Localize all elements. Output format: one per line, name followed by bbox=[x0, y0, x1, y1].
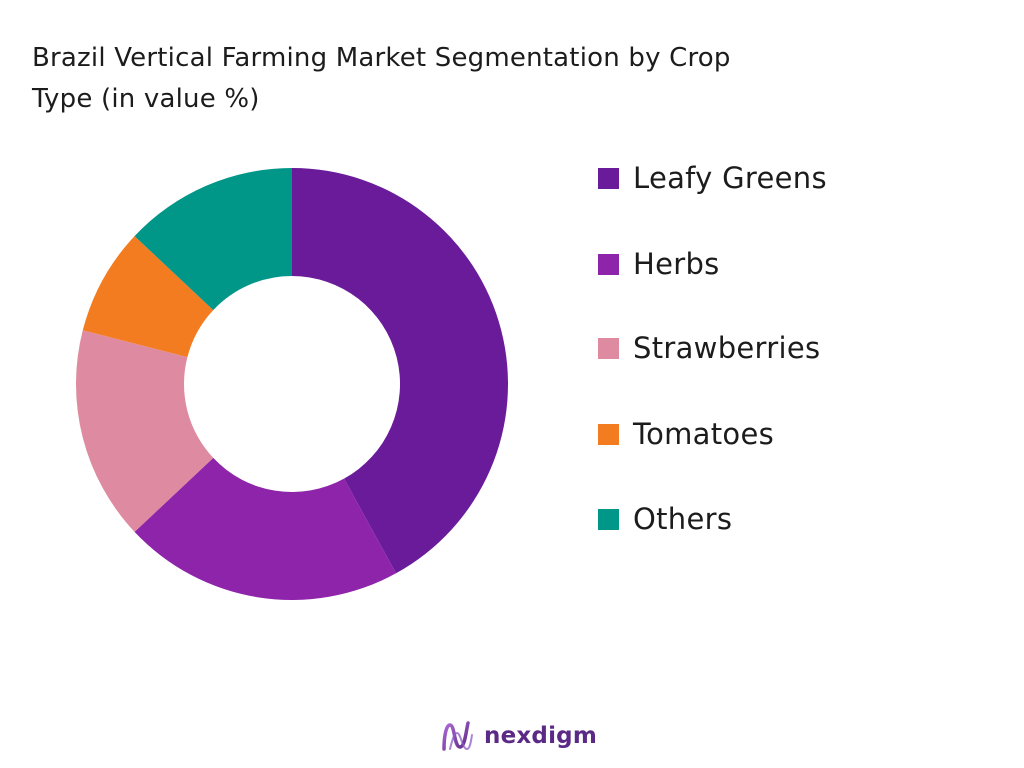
brand-name: nexdigm bbox=[484, 723, 597, 749]
donut-slice-herbs bbox=[134, 457, 397, 600]
legend-swatch bbox=[598, 337, 619, 359]
legend-swatch bbox=[598, 167, 619, 189]
donut-slice-others bbox=[134, 168, 292, 311]
legend-item-others: Others bbox=[598, 499, 732, 539]
legend-label: Tomatoes bbox=[633, 417, 775, 451]
chart-title: Brazil Vertical Farming Market Segmentat… bbox=[32, 38, 852, 120]
brand-logo: nexdigm bbox=[440, 716, 597, 756]
donut-slice-leafy-greens bbox=[292, 168, 508, 574]
legend-item-herbs: Herbs bbox=[598, 244, 720, 284]
legend-item-tomatoes: Tomatoes bbox=[598, 414, 774, 454]
legend-swatch bbox=[598, 423, 619, 445]
nexdigm-logo-icon bbox=[442, 721, 473, 751]
legend-label: Leafy Greens bbox=[633, 161, 827, 195]
legend-swatch bbox=[598, 508, 619, 530]
donut-slice-strawberries bbox=[76, 330, 214, 532]
legend-swatch bbox=[598, 253, 619, 275]
legend-label: Others bbox=[633, 502, 733, 536]
legend-item-strawberries: Strawberries bbox=[598, 328, 820, 368]
donut-slice-tomatoes bbox=[82, 236, 214, 358]
legend-label: Strawberries bbox=[633, 331, 821, 365]
legend-label: Herbs bbox=[633, 247, 720, 281]
chart-title-line-1: Brazil Vertical Farming Market Segmentat… bbox=[32, 43, 731, 73]
legend-item-leafy-greens: Leafy Greens bbox=[598, 158, 827, 198]
chart-title-line-2: Type (in value %) bbox=[32, 84, 260, 114]
